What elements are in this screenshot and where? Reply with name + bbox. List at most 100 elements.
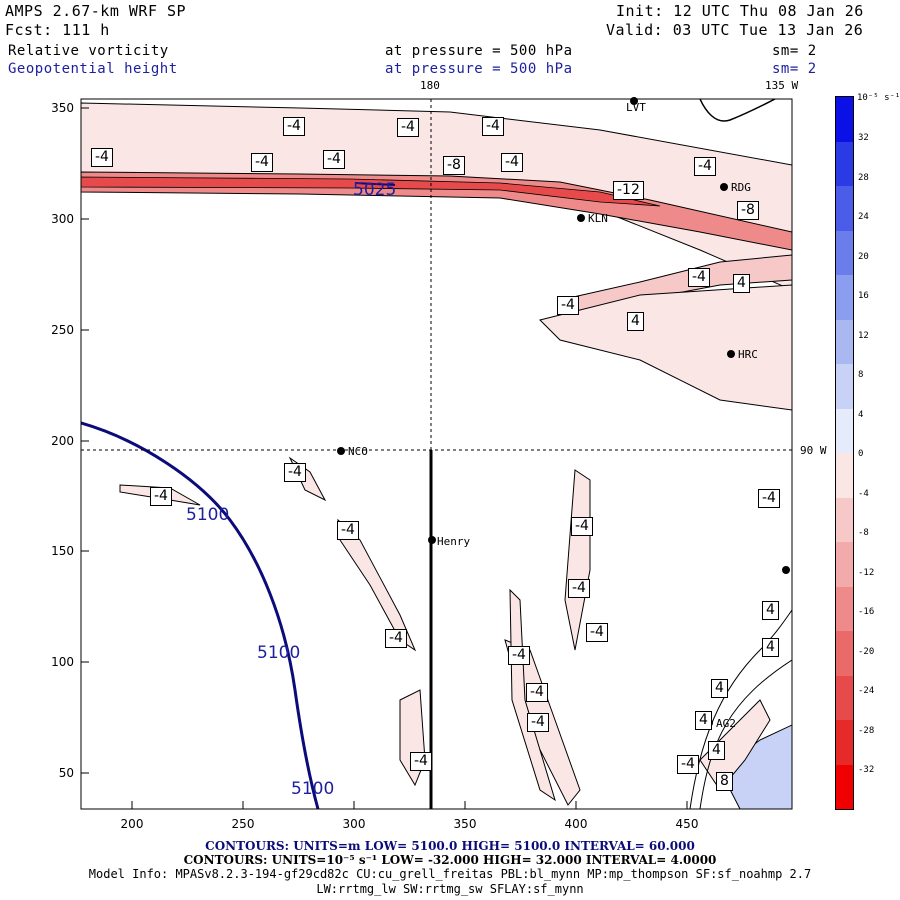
- field2-name: Geopotential height: [8, 61, 178, 77]
- colorbar-tick-label: 0: [858, 449, 864, 459]
- colorbar-segment: [836, 764, 853, 809]
- colorbar-tick-label: -4: [858, 488, 869, 499]
- colorbar-segment: [836, 542, 853, 587]
- vorticity-label-negative: -4: [688, 268, 710, 287]
- vorticity-label-negative: -4: [337, 521, 359, 540]
- station-label-nco: NCO: [348, 445, 368, 458]
- colorbar-tick-label: -32: [858, 765, 875, 775]
- vorticity-label-positive: 4: [711, 679, 728, 698]
- vorticity-label-negative: -8: [737, 201, 759, 220]
- vorticity-label-negative: -4: [385, 629, 407, 648]
- x-tick-label: 400: [565, 817, 588, 831]
- colorbar-tick-label: 20: [858, 251, 869, 262]
- vorticity-band-max: [81, 176, 661, 207]
- station-lvt-dot[interactable]: [630, 97, 638, 105]
- station-label-kln: KLN: [588, 212, 608, 225]
- vorticity-label-positive: 4: [695, 711, 712, 730]
- station-label-lvt: LVT: [626, 101, 646, 114]
- vorticity-label-negative: -4: [586, 623, 608, 642]
- vorticity-label-negative: -4: [571, 517, 593, 536]
- y-tick-label: 200: [51, 434, 74, 448]
- vorticity-label-negative: -4: [568, 579, 590, 598]
- station-henry-dot[interactable]: [428, 536, 436, 544]
- vorticity-label-negative: -4: [501, 153, 523, 172]
- height-contour-5100: [81, 421, 320, 809]
- x-tick-label: 350: [454, 817, 477, 831]
- x-tick-label: 300: [343, 817, 366, 831]
- station-hrc-dot[interactable]: [727, 350, 735, 358]
- colorbar-segment: [836, 275, 853, 320]
- init-time: Init: 12 UTC Thu 08 Jan 26: [616, 2, 864, 20]
- colorbar-tick-label: -8: [858, 528, 869, 538]
- station-label-hrc: HRC: [738, 348, 758, 361]
- vorticity-label-negative: -4: [323, 150, 345, 169]
- vorticity-label-positive: 4: [762, 601, 779, 620]
- vorticity-label-negative: -12: [613, 181, 644, 200]
- station-label-rdg: RDG: [731, 181, 751, 194]
- vorticity-band-core: [81, 171, 792, 251]
- vorticity-label-negative: -8: [443, 156, 465, 175]
- vorticity-label-negative: -4: [508, 646, 530, 665]
- colorbar-segment: [836, 586, 853, 631]
- meridian-label-135w: 135 W: [765, 79, 799, 92]
- colorbar-tick-label: 32: [858, 133, 869, 143]
- colorbar-tick-label: -28: [858, 725, 875, 736]
- model-title: AMPS 2.67-km WRF SP: [5, 2, 187, 20]
- vorticity-label-negative: -4: [527, 713, 549, 732]
- vorticity-label-negative: -4: [91, 148, 113, 167]
- y-tick-label: 50: [59, 766, 74, 780]
- vorticity-label-negative: -4: [410, 752, 432, 771]
- vorticity-label-negative: -4: [482, 117, 504, 136]
- vorticity-label-negative: -4: [557, 296, 579, 315]
- colorbar-segment: [836, 97, 853, 142]
- station-nco-dot[interactable]: [337, 447, 345, 455]
- footer-model-info: Model Info: MPASv8.2.3-194-gf29cd82c CU:…: [88, 867, 812, 881]
- vorticity-label-positive: 4: [708, 741, 725, 760]
- vorticity-label-negative: -4: [150, 487, 172, 506]
- field1-name: Relative vorticity: [8, 43, 169, 59]
- contour-se-1: [689, 609, 792, 809]
- colorbar-tick-label: 8: [858, 370, 864, 380]
- footer-model-info-2: LW:rrtmg_lw SW:rrtmg_sw SFLAY:sf_mynn: [316, 882, 584, 896]
- height-label-5100-a: 5100: [186, 505, 230, 525]
- field1-smoothing: sm= 2: [772, 43, 817, 59]
- colorbar-segment: [836, 720, 853, 765]
- vorticity-label-positive: 4: [762, 638, 779, 657]
- station-east-dot[interactable]: [782, 566, 790, 574]
- colorbar-segment: [836, 319, 853, 364]
- valid-time: Valid: 03 UTC Tue 13 Jan 26: [606, 21, 864, 39]
- colorbar-tick-label: -16: [858, 607, 875, 617]
- colorbar-segment: [836, 453, 853, 498]
- vorticity-label-negative: -4: [526, 683, 548, 702]
- meridian-label-180: 180: [420, 79, 440, 92]
- colorbar-segment: [836, 230, 853, 275]
- vorticity-label-negative: -4: [283, 117, 305, 136]
- colorbar-tick-label: 4: [858, 409, 864, 420]
- colorbar-tick-label: 12: [858, 330, 869, 341]
- vorticity-region-east: [539, 284, 792, 411]
- station-rdg-dot[interactable]: [720, 183, 728, 191]
- colorbar-segment: [836, 141, 853, 186]
- vorticity-label-negative: -4: [694, 157, 716, 176]
- y-tick-label: 150: [51, 544, 74, 558]
- colorbar-tick-label: -12: [858, 567, 875, 578]
- plot-frame: [80, 98, 793, 810]
- colorbar-segment: [836, 675, 853, 720]
- height-label-5100-c: 5100: [291, 779, 335, 799]
- footer-vorticity-contours: CONTOURS: UNITS=10⁻⁵ s⁻¹ LOW= -32.000 HI…: [183, 853, 717, 867]
- vorticity-label-positive: 4: [627, 312, 644, 331]
- vorticity-label-negative: -4: [284, 463, 306, 482]
- colorbar-segment: [836, 631, 853, 676]
- vorticity-label-negative: -4: [758, 489, 780, 508]
- y-tick-label: 250: [51, 323, 74, 337]
- coastline-north: [699, 99, 776, 122]
- height-label-5100-b: 5100: [257, 643, 301, 663]
- x-tick-label: 450: [676, 817, 699, 831]
- colorbar: [835, 96, 854, 810]
- colorbar-tick-label: 28: [858, 172, 869, 183]
- field2-smoothing: sm= 2: [772, 61, 817, 77]
- filament-east-1: [564, 469, 591, 651]
- colorbar-tick-label: 24: [858, 212, 869, 222]
- station-kln-dot[interactable]: [577, 214, 585, 222]
